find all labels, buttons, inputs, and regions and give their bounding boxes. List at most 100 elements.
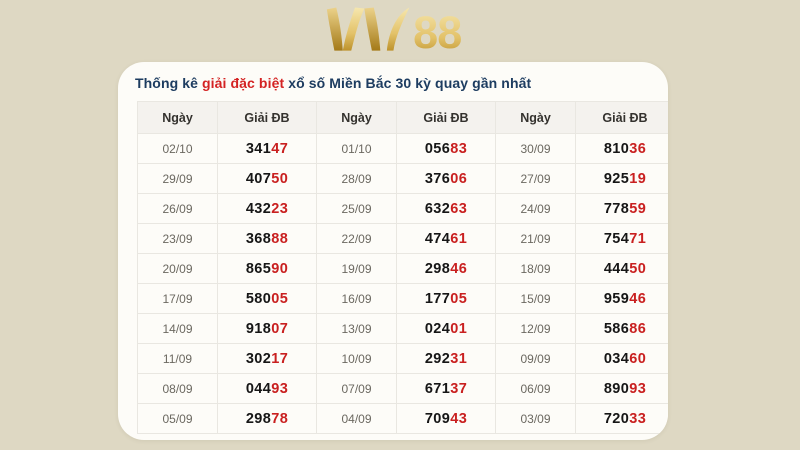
column-header: Giải ĐB [396,101,496,134]
prize-tail-digits: 83 [450,140,468,157]
prize-cell: 70943 [396,403,496,434]
prize-main-digits: 298 [245,410,272,427]
prize-main-digits: 376 [424,170,451,187]
date-cell: 18/09 [495,253,576,284]
date-cell: 14/09 [137,313,218,344]
prize-tail-digits: 50 [271,170,289,187]
date-cell: 05/09 [137,403,218,434]
prize-tail-digits: 46 [450,260,468,277]
table-row: 08/09 04493 07/09 67137 06/09 89093 [137,373,668,404]
prize-tail-digits: 93 [629,380,647,397]
prize-cell: 67137 [396,373,496,404]
table-row: 29/09 40750 28/09 37606 27/09 92519 [137,163,668,194]
prize-main-digits: 341 [245,140,272,157]
prize-tail-digits: 61 [450,230,468,247]
date-cell: 28/09 [316,163,397,194]
prize-cell: 40750 [217,163,317,194]
prize-tail-digits: 63 [450,200,468,217]
prize-main-digits: 177 [424,290,451,307]
table-row: 17/09 58005 16/09 17705 15/09 95946 [137,283,668,314]
column-header: Giải ĐB [575,101,668,134]
prize-main-digits: 918 [245,320,272,337]
date-cell: 13/09 [316,313,397,344]
table-row: 20/09 86590 19/09 29846 18/09 44450 [137,253,668,284]
prize-tail-digits: 06 [450,170,468,187]
prize-cell: 58686 [575,313,668,344]
prize-tail-digits: 88 [271,230,289,247]
date-cell: 27/09 [495,163,576,194]
prize-main-digits: 044 [245,380,272,397]
prize-main-digits: 034 [603,350,630,367]
prize-cell: 29231 [396,343,496,374]
prize-cell: 89093 [575,373,668,404]
date-cell: 30/09 [495,133,576,164]
date-cell: 22/09 [316,223,397,254]
date-cell: 25/09 [316,193,397,224]
prize-tail-digits: 05 [271,290,289,307]
prize-main-digits: 024 [424,320,451,337]
prize-main-digits: 671 [424,380,451,397]
prize-tail-digits: 17 [271,350,289,367]
prize-tail-digits: 43 [450,410,468,427]
prize-tail-digits: 01 [450,320,468,337]
table-row: 26/09 43223 25/09 63263 24/09 77859 [137,193,668,224]
date-cell: 17/09 [137,283,218,314]
prize-main-digits: 407 [245,170,272,187]
logo-number: 88 [413,7,461,55]
prize-main-digits: 890 [603,380,630,397]
prize-main-digits: 632 [424,200,451,217]
date-cell: 29/09 [137,163,218,194]
prize-main-digits: 778 [603,200,630,217]
title-prefix: Thống kê [135,75,203,91]
prize-main-digits: 056 [424,140,451,157]
date-cell: 01/10 [316,133,397,164]
results-table: Ngày Giải ĐB Ngày Giải ĐB Ngày Giải ĐB 02/10 3… [137,101,668,434]
date-cell: 21/09 [495,223,576,254]
prize-cell: 37606 [396,163,496,194]
date-cell: 06/09 [495,373,576,404]
prize-main-digits: 368 [245,230,272,247]
prize-cell: 95946 [575,283,668,314]
date-cell: 07/09 [316,373,397,404]
table-row: 02/10 34147 01/10 05683 30/09 81036 [137,133,668,164]
stats-card: Thống kê giải đặc biệt xổ số Miền Bắc 30… [118,62,668,440]
prize-cell: 30217 [217,343,317,374]
prize-cell: 29846 [396,253,496,284]
prize-tail-digits: 60 [629,350,647,367]
prize-cell: 34147 [217,133,317,164]
prize-cell: 72033 [575,403,668,434]
column-header: Ngày [495,101,576,134]
prize-cell: 36888 [217,223,317,254]
prize-main-digits: 709 [424,410,451,427]
prize-tail-digits: 59 [629,200,647,217]
prize-tail-digits: 86 [629,320,647,337]
prize-main-digits: 474 [424,230,451,247]
prize-cell: 04493 [217,373,317,404]
prize-cell: 86590 [217,253,317,284]
prize-tail-digits: 47 [271,140,289,157]
table-row: 05/09 29878 04/09 70943 03/09 72033 [137,403,668,434]
prize-tail-digits: 93 [271,380,289,397]
prize-tail-digits: 05 [450,290,468,307]
date-cell: 09/09 [495,343,576,374]
prize-main-digits: 444 [603,260,630,277]
prize-cell: 29878 [217,403,317,434]
date-cell: 10/09 [316,343,397,374]
prize-main-digits: 298 [424,260,451,277]
prize-tail-digits: 31 [450,350,468,367]
table-head: Ngày Giải ĐB Ngày Giải ĐB Ngày Giải ĐB [137,101,668,134]
prize-cell: 63263 [396,193,496,224]
prize-main-digits: 432 [245,200,272,217]
prize-tail-digits: 33 [629,410,647,427]
date-cell: 16/09 [316,283,397,314]
prize-tail-digits: 50 [629,260,647,277]
prize-main-digits: 754 [603,230,630,247]
prize-main-digits: 959 [603,290,630,307]
title-suffix: xổ số Miền Bắc 30 kỳ quay gần nhất [284,75,532,91]
w-ribbon-icon [326,7,410,51]
prize-cell: 43223 [217,193,317,224]
column-header: Ngày [137,101,218,134]
date-cell: 23/09 [137,223,218,254]
w88-logo[interactable]: 88 [325,5,475,58]
prize-tail-digits: 71 [629,230,647,247]
